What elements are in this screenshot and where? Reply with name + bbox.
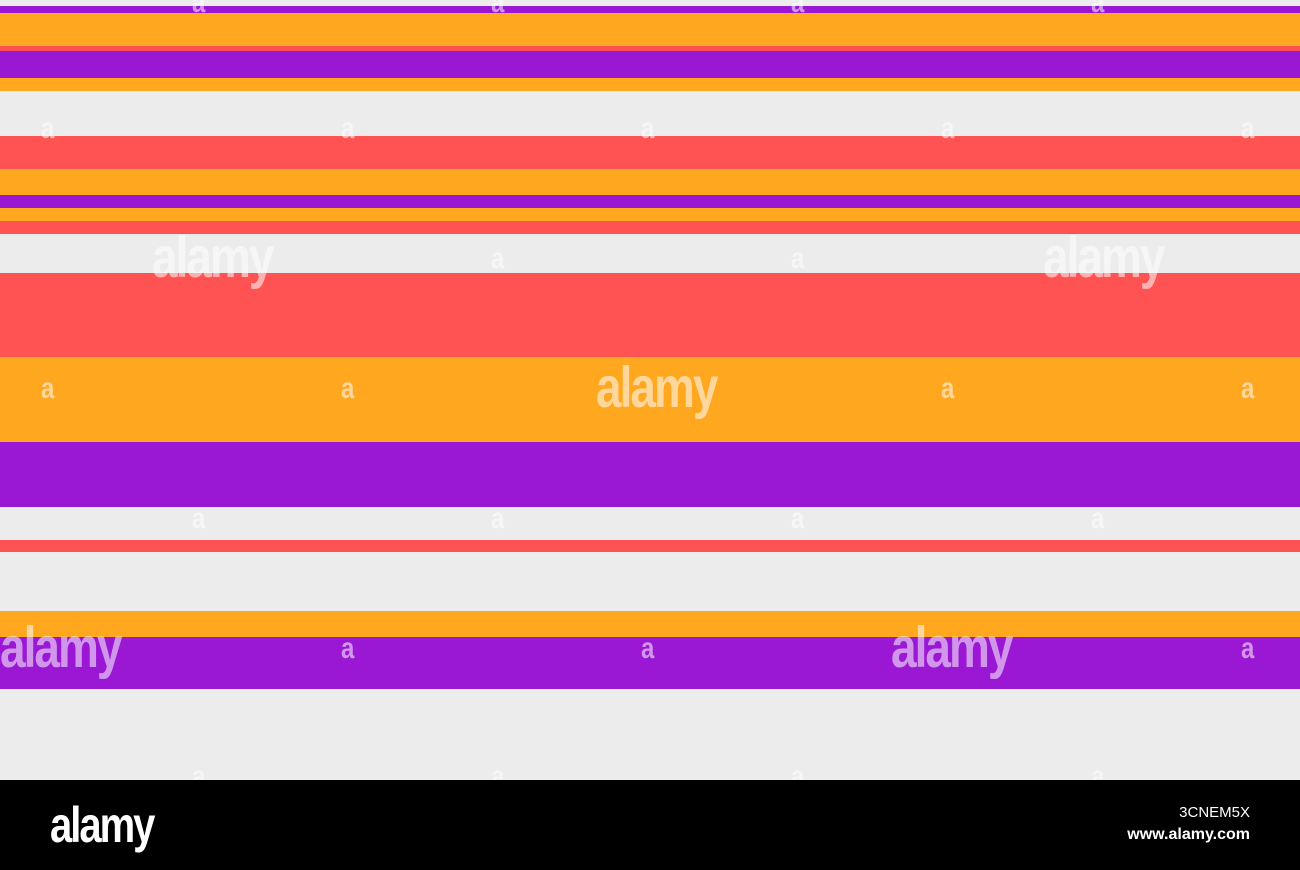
stripe-purple xyxy=(0,195,1300,208)
alamy-logo: alamy xyxy=(50,798,155,853)
stripe-orange xyxy=(0,78,1300,91)
watermark-letter: a xyxy=(192,501,206,536)
watermark-logo: alamy xyxy=(1043,224,1165,290)
watermark-logo: alamy xyxy=(0,614,122,680)
watermark-letter: a xyxy=(641,111,655,146)
watermark-letter: a xyxy=(1241,371,1255,406)
stripe-orange xyxy=(0,208,1300,221)
watermark-letter: a xyxy=(791,501,805,536)
watermark-letter: a xyxy=(341,371,355,406)
watermark-letter: a xyxy=(1241,631,1255,666)
watermark-letter: a xyxy=(341,111,355,146)
site-url: www.alamy.com xyxy=(1127,826,1250,843)
stripe-purple xyxy=(0,637,1300,689)
watermark-letter: a xyxy=(641,631,655,666)
stripe-coral xyxy=(0,273,1300,357)
stripe-purple xyxy=(0,6,1300,13)
watermark-letter: a xyxy=(941,371,955,406)
stripe-coral xyxy=(0,136,1300,169)
stripe-coral xyxy=(0,221,1300,234)
watermark-letter: a xyxy=(491,501,505,536)
watermark-letter: a xyxy=(192,0,206,20)
image-id: 3CNEM5X xyxy=(1179,804,1250,821)
striped-pattern: alamy alamy alamy alamy alamy a a a a a … xyxy=(0,0,1300,791)
stripe-orange xyxy=(0,357,1300,442)
stripe-orange xyxy=(0,169,1300,195)
stripe-orange xyxy=(0,611,1300,637)
watermark-letter: a xyxy=(41,371,55,406)
watermark-logo: alamy xyxy=(891,614,1013,680)
watermark-letter: a xyxy=(791,241,805,276)
watermark-letter: a xyxy=(1091,501,1105,536)
stripe-coral xyxy=(0,46,1300,51)
stripe-orange xyxy=(0,13,1300,46)
watermark-logo: alamy xyxy=(596,354,718,420)
watermark-letter: a xyxy=(1241,111,1255,146)
footer-bar: alamy 3CNEM5X www.alamy.com xyxy=(0,780,1300,870)
watermark-letter: a xyxy=(491,241,505,276)
stripe-purple xyxy=(0,442,1300,507)
watermark-letter: a xyxy=(1091,0,1105,20)
watermark-letter: a xyxy=(791,0,805,20)
stripe-purple xyxy=(0,51,1300,78)
watermark-letter: a xyxy=(491,0,505,20)
watermark-letter: a xyxy=(41,111,55,146)
watermark-letter: a xyxy=(941,111,955,146)
watermark-letter: a xyxy=(341,631,355,666)
watermark-logo: alamy xyxy=(152,224,274,290)
stripe-coral xyxy=(0,540,1300,552)
